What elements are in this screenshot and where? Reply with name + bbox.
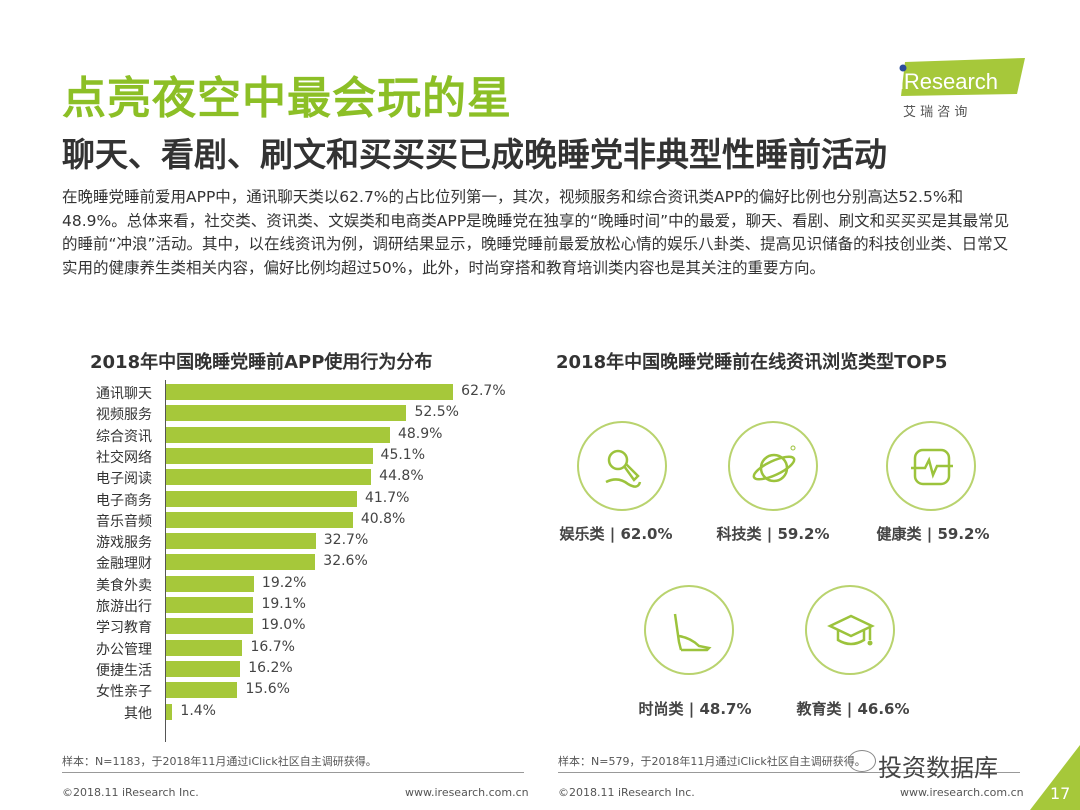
top5-item-label: 时尚类 | 48.7% (638, 700, 752, 718)
high-heel-icon (673, 613, 712, 652)
top5-item-label: 健康类 | 59.2% (876, 525, 990, 543)
wechat-icon (848, 750, 876, 772)
bar (166, 660, 241, 677)
top5-item-circle (644, 585, 734, 675)
bar-value-label: 62.7% (461, 383, 506, 399)
bar (166, 511, 353, 528)
bar (166, 639, 243, 656)
bar-label: 游戏服务 (96, 535, 152, 552)
bar-value-label: 19.2% (261, 574, 307, 591)
bar-label: 电子阅读 (96, 471, 152, 488)
top5-item-circle (728, 421, 818, 511)
bar (166, 703, 173, 720)
bar-value-label: 45.1% (380, 446, 426, 463)
bar-label: 通讯聊天 (96, 386, 152, 402)
graduation-cap-icon (827, 614, 875, 646)
bar-label: 金融理财 (96, 556, 152, 573)
bar (166, 554, 316, 571)
bar-value-label: 15.6% (245, 681, 290, 698)
microphone-icon (605, 449, 642, 488)
bar-value-label: 41.7% (364, 489, 410, 506)
top5-item-label: 教育类 | 46.6% (796, 700, 910, 718)
chart-title-left: 2018年中国晚睡党睡前APP使用行为分布 (90, 352, 433, 373)
top5-item-circle (886, 421, 976, 511)
top5-item-circle (805, 585, 895, 675)
logo-text: iResearch (899, 69, 998, 94)
bar (166, 597, 254, 613)
bar-label: 音乐音频 (96, 513, 152, 530)
bar-value-label: 1.4% (180, 702, 216, 719)
sample-note-left: 样本：N=1183，于2018年11月通过iClick社区自主调研获得。 (62, 755, 377, 768)
bar-label: 美食外卖 (96, 577, 152, 594)
bar (166, 384, 454, 400)
bar-label: 其他 (124, 705, 152, 722)
chart-title-right: 2018年中国晚睡党睡前在线资讯浏览类型TOP5 (556, 352, 948, 373)
copyright-right: ©2018.11 iResearch Inc. (558, 786, 695, 799)
bar (166, 575, 254, 592)
bar-value-label: 32.7% (323, 532, 369, 549)
bar-label: 电子商务 (96, 492, 152, 509)
logo-cn: 艾 瑞 咨 询 (903, 105, 967, 120)
divider (62, 772, 524, 773)
bar-value-label: 19.0% (261, 617, 306, 634)
bar-value-label: 19.1% (261, 596, 306, 612)
bar-value-label: 48.9% (397, 425, 443, 442)
y-axis-line (165, 380, 166, 742)
page-title: 点亮夜空中最会玩的星 (62, 73, 512, 124)
bar-value-label: 16.7% (250, 638, 295, 655)
bar-label: 便捷生活 (96, 662, 152, 679)
bar (166, 405, 407, 422)
bar (166, 682, 238, 699)
bar-value-label: 32.6% (323, 553, 368, 570)
bar (166, 618, 254, 635)
bar-label: 社交网络 (96, 449, 152, 466)
divider (558, 772, 1020, 773)
iresearch-logo: iResearch 艾 瑞 咨 询 (893, 58, 1028, 127)
bar-value-label: 16.2% (248, 659, 293, 676)
summary-paragraph: 在晚睡党睡前爱用APP中，通讯聊天类以62.7%的占比位列第一，其次，视频服务和… (62, 188, 1010, 277)
bar (166, 469, 372, 486)
top5-item-label: 娱乐类 | 62.0% (559, 525, 673, 543)
top5-item-circle (577, 421, 667, 511)
page-subtitle: 聊天、看剧、刷文和买买买已成晚睡党非典型性睡前活动 (62, 135, 887, 174)
bar (166, 533, 316, 550)
bar-value-label: 44.8% (379, 468, 424, 485)
bar-value-label: 40.8% (360, 510, 406, 527)
bar-label: 视频服务 (96, 407, 152, 424)
url-right: www.iresearch.com.cn (900, 786, 1024, 799)
bar-value-label: 52.5% (414, 404, 459, 421)
sample-note-right: 样本：N=579，于2018年11月通过iClick社区自主调研获得。 (558, 755, 866, 768)
bar (166, 426, 390, 443)
bar-label: 学习教育 (96, 620, 152, 637)
bar (166, 490, 357, 507)
bar-label: 旅游出行 (96, 599, 152, 615)
bar-label: 女性亲子 (96, 684, 152, 701)
heartbeat-monitor-icon (911, 448, 953, 486)
planet-icon (752, 445, 796, 483)
bar (166, 447, 373, 464)
top5-item-label: 科技类 | 59.2% (716, 525, 830, 543)
copyright-left: ©2018.11 iResearch Inc. (62, 786, 199, 799)
watermark: 投资数据库 (878, 754, 998, 782)
page-corner (1030, 745, 1080, 810)
url-left: www.iresearch.com.cn (405, 786, 529, 799)
page-number: 17 (1050, 784, 1071, 803)
bar-label: 办公管理 (96, 641, 152, 658)
bar-label: 综合资讯 (96, 428, 152, 445)
